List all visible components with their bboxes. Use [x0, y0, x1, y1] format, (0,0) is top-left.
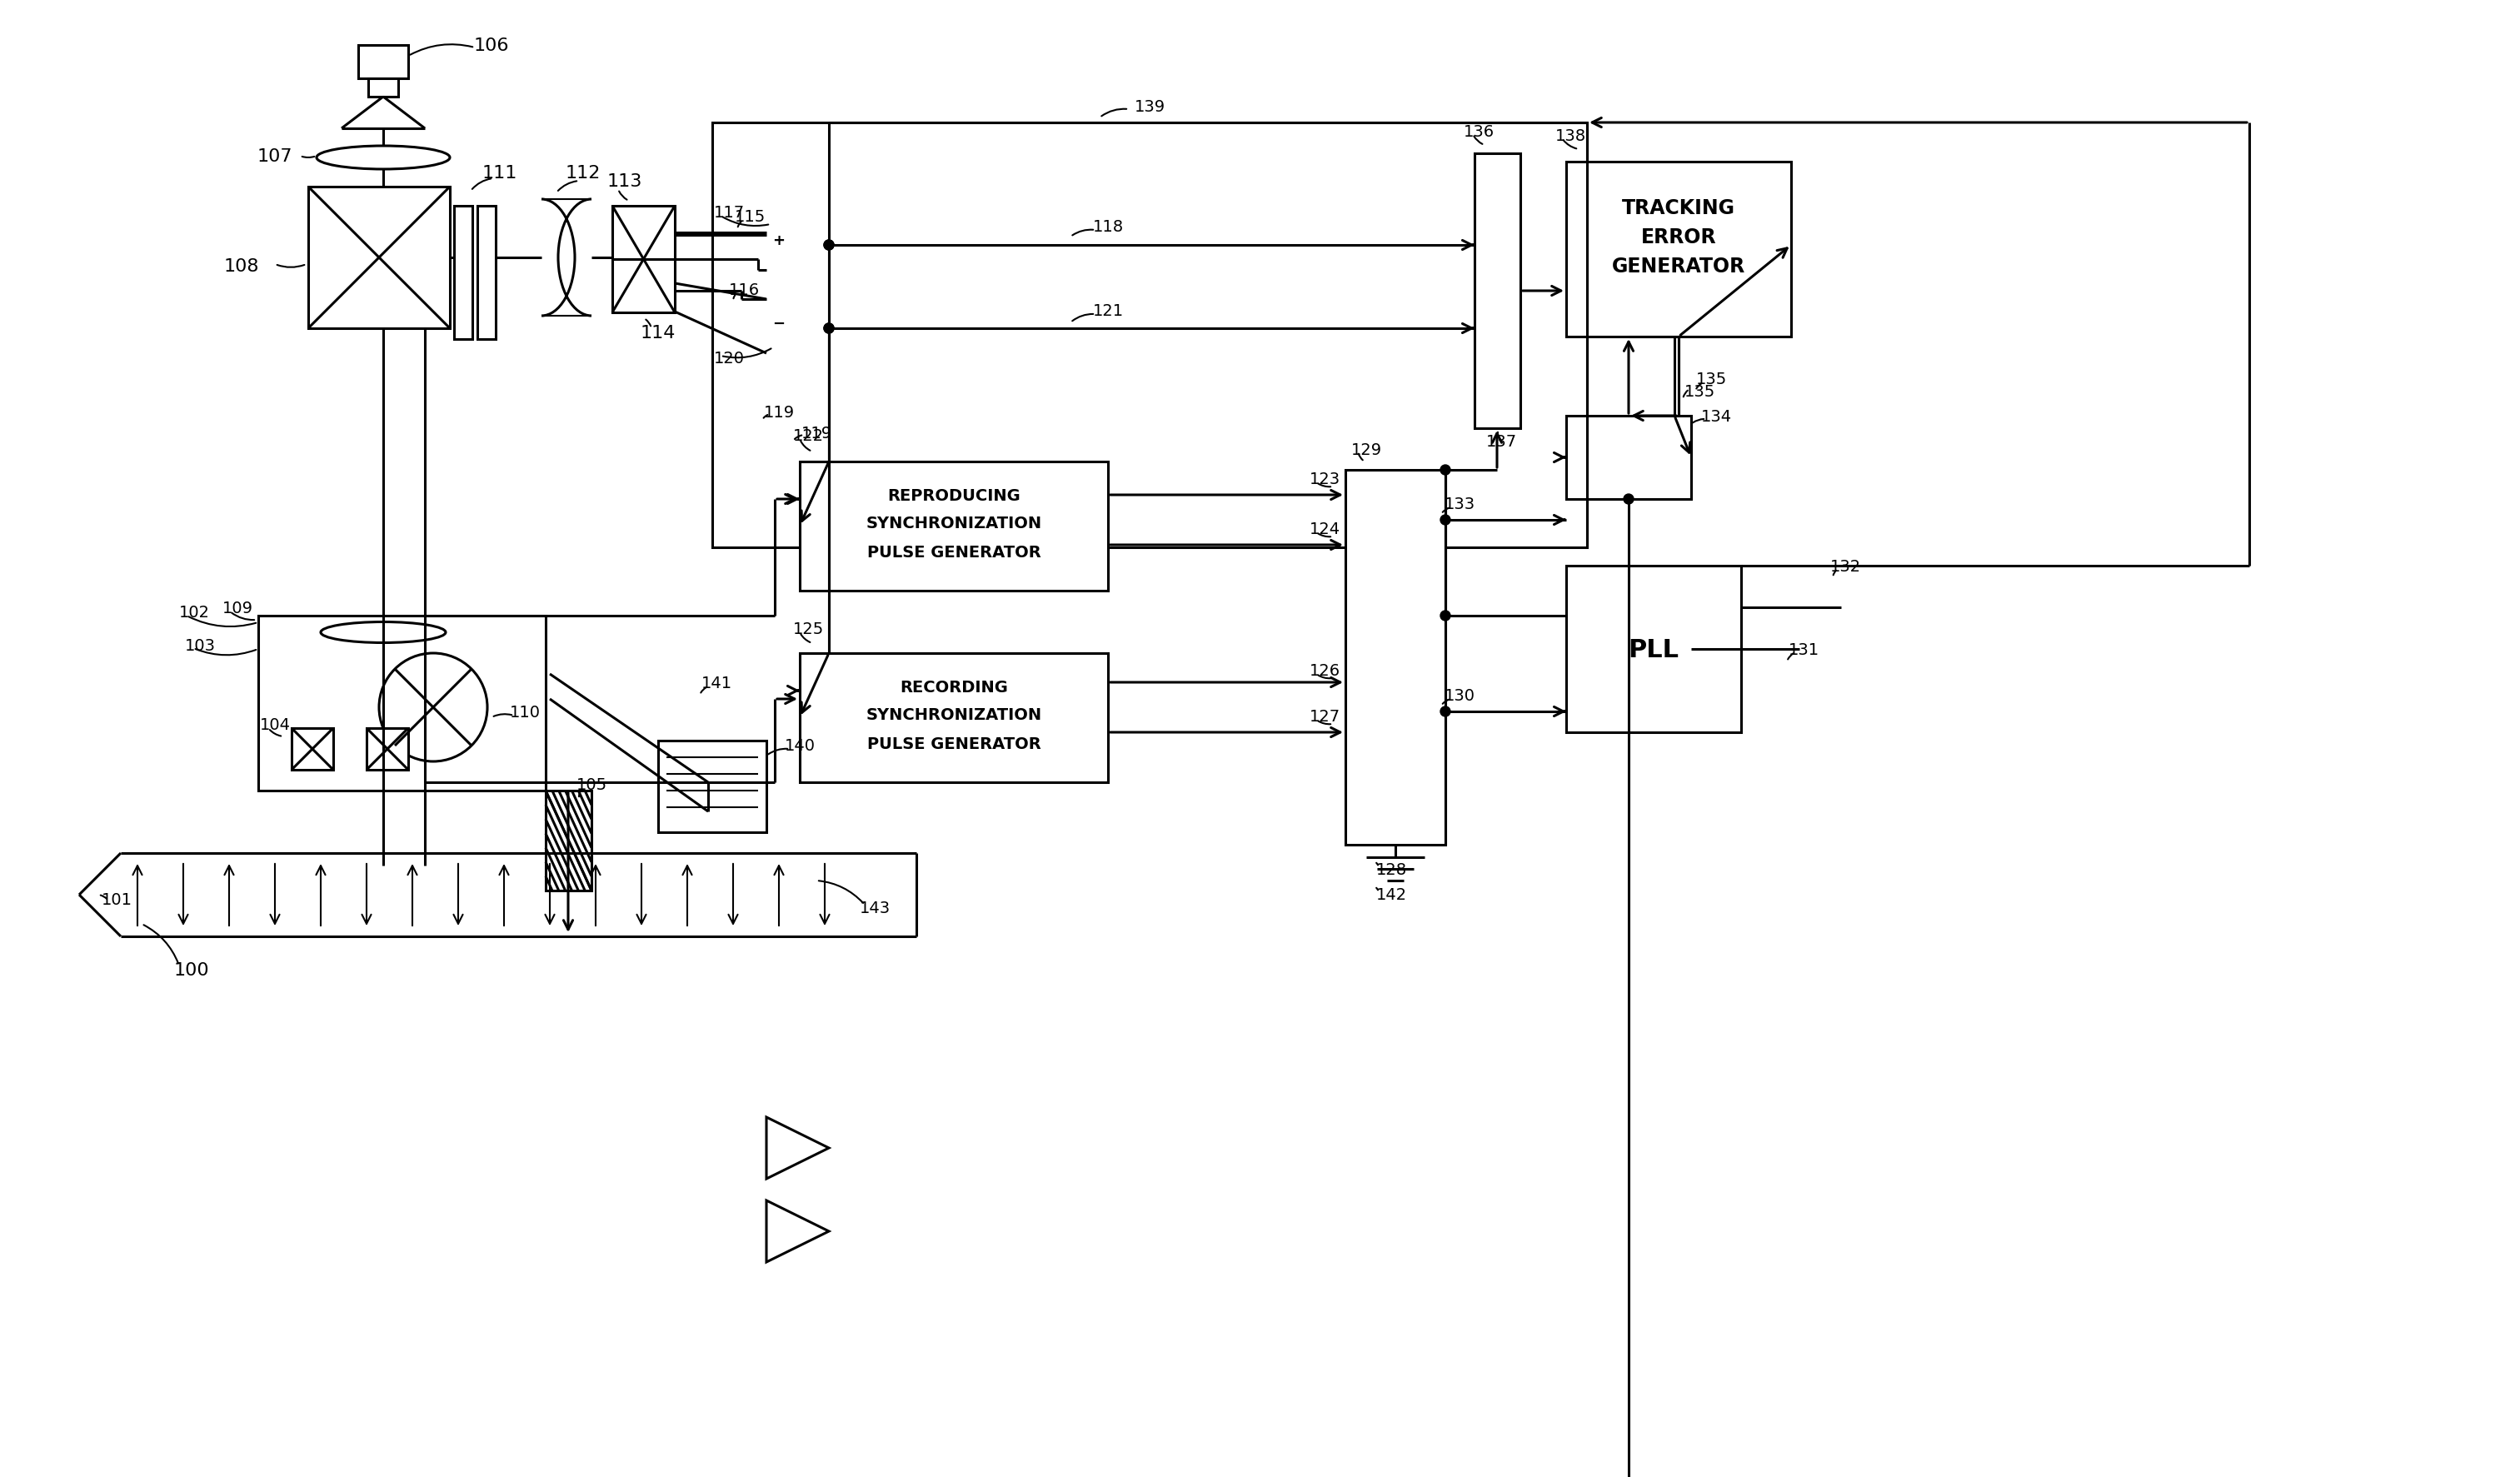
Text: 111: 111: [481, 165, 517, 182]
Bar: [292, 728, 333, 770]
Text: ERROR: ERROR: [1641, 227, 1716, 247]
Circle shape: [1441, 465, 1452, 476]
Circle shape: [824, 241, 834, 251]
Text: 103: 103: [184, 638, 214, 653]
Text: 143: 143: [859, 899, 890, 916]
Text: 109: 109: [222, 600, 252, 616]
Bar: [476, 207, 496, 340]
Text: 132: 132: [1830, 558, 1860, 575]
Text: 120: 120: [713, 350, 743, 366]
Bar: [1565, 417, 1691, 499]
Bar: [713, 123, 1588, 548]
Text: 100: 100: [174, 962, 209, 978]
Text: PULSE GENERATOR: PULSE GENERATOR: [867, 736, 1041, 752]
Text: GENERATOR: GENERATOR: [1613, 257, 1746, 276]
Text: 131: 131: [1789, 641, 1819, 657]
Text: SYNCHRONIZATION: SYNCHRONIZATION: [867, 706, 1041, 722]
Bar: [1474, 154, 1520, 428]
Text: 118: 118: [1094, 219, 1124, 235]
Text: 115: 115: [733, 208, 766, 225]
Text: 136: 136: [1464, 124, 1494, 139]
Text: 119: 119: [764, 405, 794, 419]
Text: 102: 102: [179, 604, 209, 620]
Ellipse shape: [320, 622, 446, 642]
Bar: [612, 207, 675, 313]
Text: 141: 141: [701, 675, 731, 691]
Text: 101: 101: [101, 891, 131, 907]
Text: 122: 122: [794, 427, 824, 443]
Bar: [1565, 162, 1792, 337]
Text: 135: 135: [1683, 384, 1716, 399]
Circle shape: [1441, 611, 1452, 622]
Bar: [1346, 470, 1446, 845]
Text: 137: 137: [1487, 433, 1517, 449]
Text: 107: 107: [257, 148, 292, 165]
Circle shape: [1441, 707, 1452, 716]
Text: 130: 130: [1444, 687, 1474, 703]
Text: 138: 138: [1555, 128, 1585, 143]
Bar: [1565, 566, 1741, 733]
Bar: [368, 80, 398, 97]
Text: 133: 133: [1444, 496, 1474, 511]
Bar: [358, 46, 408, 80]
Circle shape: [824, 323, 834, 334]
Text: 110: 110: [509, 705, 539, 719]
Text: 117: 117: [713, 204, 743, 220]
Text: 123: 123: [1308, 471, 1341, 486]
Circle shape: [1441, 515, 1452, 526]
Text: 139: 139: [1134, 99, 1164, 115]
Ellipse shape: [318, 146, 451, 170]
Text: RECORDING: RECORDING: [900, 679, 1008, 694]
Text: +: +: [774, 233, 786, 248]
Text: 119: 119: [801, 425, 832, 440]
Text: 134: 134: [1701, 408, 1731, 424]
Text: 105: 105: [577, 777, 607, 792]
Bar: [799, 462, 1109, 591]
Text: 121: 121: [1094, 303, 1124, 319]
Text: 142: 142: [1376, 888, 1406, 902]
Bar: [307, 188, 451, 329]
Text: 129: 129: [1351, 442, 1381, 458]
Text: 104: 104: [260, 716, 290, 733]
Circle shape: [824, 241, 834, 251]
Text: 106: 106: [474, 37, 509, 55]
Text: 116: 116: [728, 282, 759, 298]
Bar: [365, 728, 408, 770]
Text: −: −: [774, 316, 786, 331]
Text: 113: 113: [607, 173, 643, 191]
Text: TRACKING: TRACKING: [1623, 198, 1736, 219]
Text: REPRODUCING: REPRODUCING: [887, 487, 1021, 504]
Text: 140: 140: [784, 737, 814, 753]
Bar: [257, 616, 547, 792]
Text: 127: 127: [1308, 707, 1341, 724]
Bar: [454, 207, 471, 340]
Bar: [547, 792, 592, 891]
Text: 124: 124: [1308, 521, 1341, 536]
Circle shape: [1623, 495, 1633, 505]
Text: 108: 108: [224, 258, 260, 275]
Text: PLL: PLL: [1628, 638, 1678, 662]
Bar: [658, 741, 766, 833]
Text: 114: 114: [640, 325, 675, 341]
Text: 112: 112: [564, 165, 600, 182]
Text: PULSE GENERATOR: PULSE GENERATOR: [867, 544, 1041, 560]
Text: SYNCHRONIZATION: SYNCHRONIZATION: [867, 515, 1041, 530]
Bar: [799, 654, 1109, 783]
Text: 125: 125: [794, 620, 824, 637]
Text: 126: 126: [1308, 662, 1341, 678]
Text: 128: 128: [1376, 863, 1406, 877]
Circle shape: [824, 323, 834, 334]
Text: 135: 135: [1696, 371, 1726, 387]
